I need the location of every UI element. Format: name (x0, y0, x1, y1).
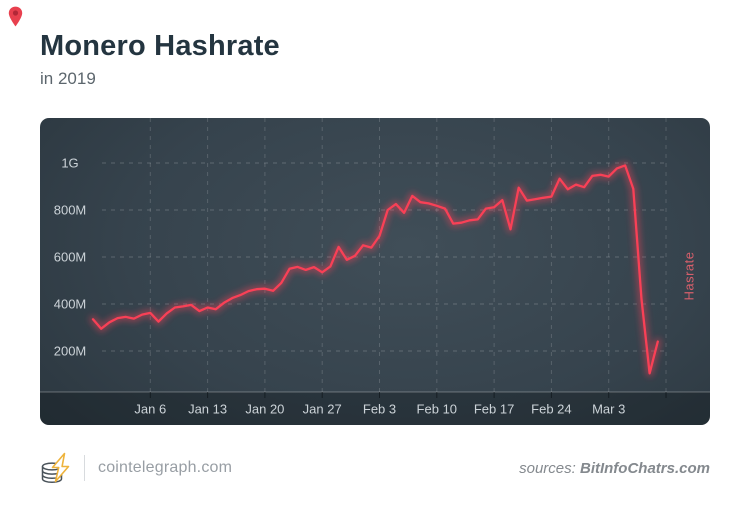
sources-credit: sources: BitInfoChatrs.com (519, 460, 710, 477)
page-subtitle: in 2019 (40, 69, 96, 88)
site-url: cointelegraph.com (98, 459, 233, 476)
x-tick-label: Jan 6 (134, 401, 167, 417)
cointelegraph-logo-icon (41, 452, 70, 484)
x-tick-label: Feb 3 (362, 401, 397, 417)
footer-divider (84, 455, 85, 481)
y-tick-label: 400M (53, 296, 87, 312)
y-axis-title-right: Hasrate (681, 251, 697, 301)
x-tick-label: Feb 24 (531, 401, 572, 417)
y-tick-label: 200M (53, 343, 87, 359)
footer: cointelegraph.com sources: BitInfoChatrs… (40, 448, 710, 488)
y-tick-label: 800M (53, 202, 87, 218)
x-tick-label: Feb 10 (416, 401, 458, 417)
sources-label: sources: (519, 459, 576, 477)
chart-panel: 1G 800M 600M 400M 200M Jan 6 Jan 13 Jan 20 Jan … (40, 118, 710, 425)
x-tick-label: Mar 3 (592, 401, 626, 417)
page-title: Monero Hashrate (40, 30, 280, 62)
chart-header: Monero Hashrate in 2019 (40, 30, 280, 89)
x-tick-label: Jan 27 (302, 401, 342, 417)
x-tick-label: Jan 20 (245, 401, 285, 417)
footer-branding: cointelegraph.com (40, 451, 232, 485)
location-pin-icon (8, 6, 23, 27)
hashrate-line-chart (40, 118, 710, 425)
x-tick-label: Feb 17 (473, 401, 515, 417)
y-tick-label: 600M (53, 249, 87, 265)
x-tick-label: Jan 13 (188, 401, 228, 417)
source-name: BitInfoChatrs.com (579, 459, 710, 477)
y-tick-label: 1G (61, 155, 79, 171)
